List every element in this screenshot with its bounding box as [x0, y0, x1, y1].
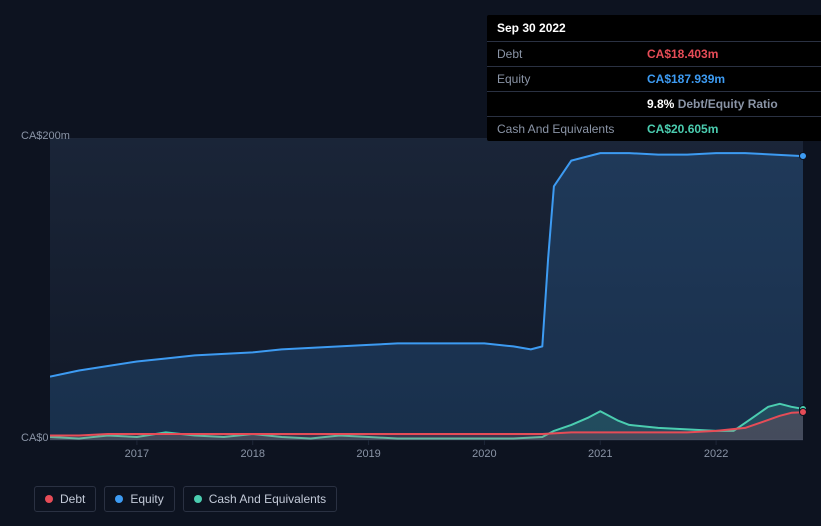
x-axis-label: 2017	[125, 448, 149, 460]
legend-dot-icon	[115, 495, 123, 503]
tooltip-row: EquityCA$187.939m	[487, 67, 821, 92]
tooltip-row: DebtCA$18.403m	[487, 42, 821, 67]
legend-item-label: Equity	[130, 492, 163, 506]
x-axis-label: 2019	[356, 448, 380, 460]
tooltip-row-label: Debt	[497, 47, 647, 61]
x-axis-label: 2021	[588, 448, 612, 460]
y-axis-label: CA$200m	[21, 130, 70, 142]
y-axis-label: CA$0	[21, 432, 49, 444]
chart-tooltip: Sep 30 2022 DebtCA$18.403mEquityCA$187.9…	[487, 15, 821, 141]
tooltip-row-value: 9.8% Debt/Equity Ratio	[647, 97, 778, 111]
tooltip-row: Cash And EquivalentsCA$20.605m	[487, 117, 821, 141]
tooltip-date: Sep 30 2022	[487, 15, 821, 42]
tooltip-row-value: CA$20.605m	[647, 122, 718, 136]
tooltip-row-label: Cash And Equivalents	[497, 122, 647, 136]
tooltip-row-label	[497, 97, 647, 111]
legend-dot-icon	[194, 495, 202, 503]
legend-item[interactable]: Debt	[34, 486, 96, 512]
chart-container: Sep 30 2022 DebtCA$18.403mEquityCA$187.9…	[17, 0, 821, 526]
legend-dot-icon	[45, 495, 53, 503]
series-end-marker	[799, 408, 807, 416]
legend: Debt Equity Cash And Equivalents	[34, 486, 337, 512]
legend-item[interactable]: Equity	[104, 486, 174, 512]
tooltip-row-value: CA$18.403m	[647, 47, 718, 61]
tooltip-row: 9.8% Debt/Equity Ratio	[487, 92, 821, 117]
x-axis-label: 2020	[472, 448, 496, 460]
x-axis-label: 2022	[704, 448, 728, 460]
legend-item-label: Debt	[60, 492, 85, 506]
tooltip-row-label: Equity	[497, 72, 647, 86]
x-axis-label: 2018	[240, 448, 264, 460]
legend-item-label: Cash And Equivalents	[209, 492, 326, 506]
tooltip-row-value: CA$187.939m	[647, 72, 725, 86]
legend-item[interactable]: Cash And Equivalents	[183, 486, 337, 512]
series-end-marker	[799, 152, 807, 160]
plot-area[interactable]	[50, 138, 803, 440]
